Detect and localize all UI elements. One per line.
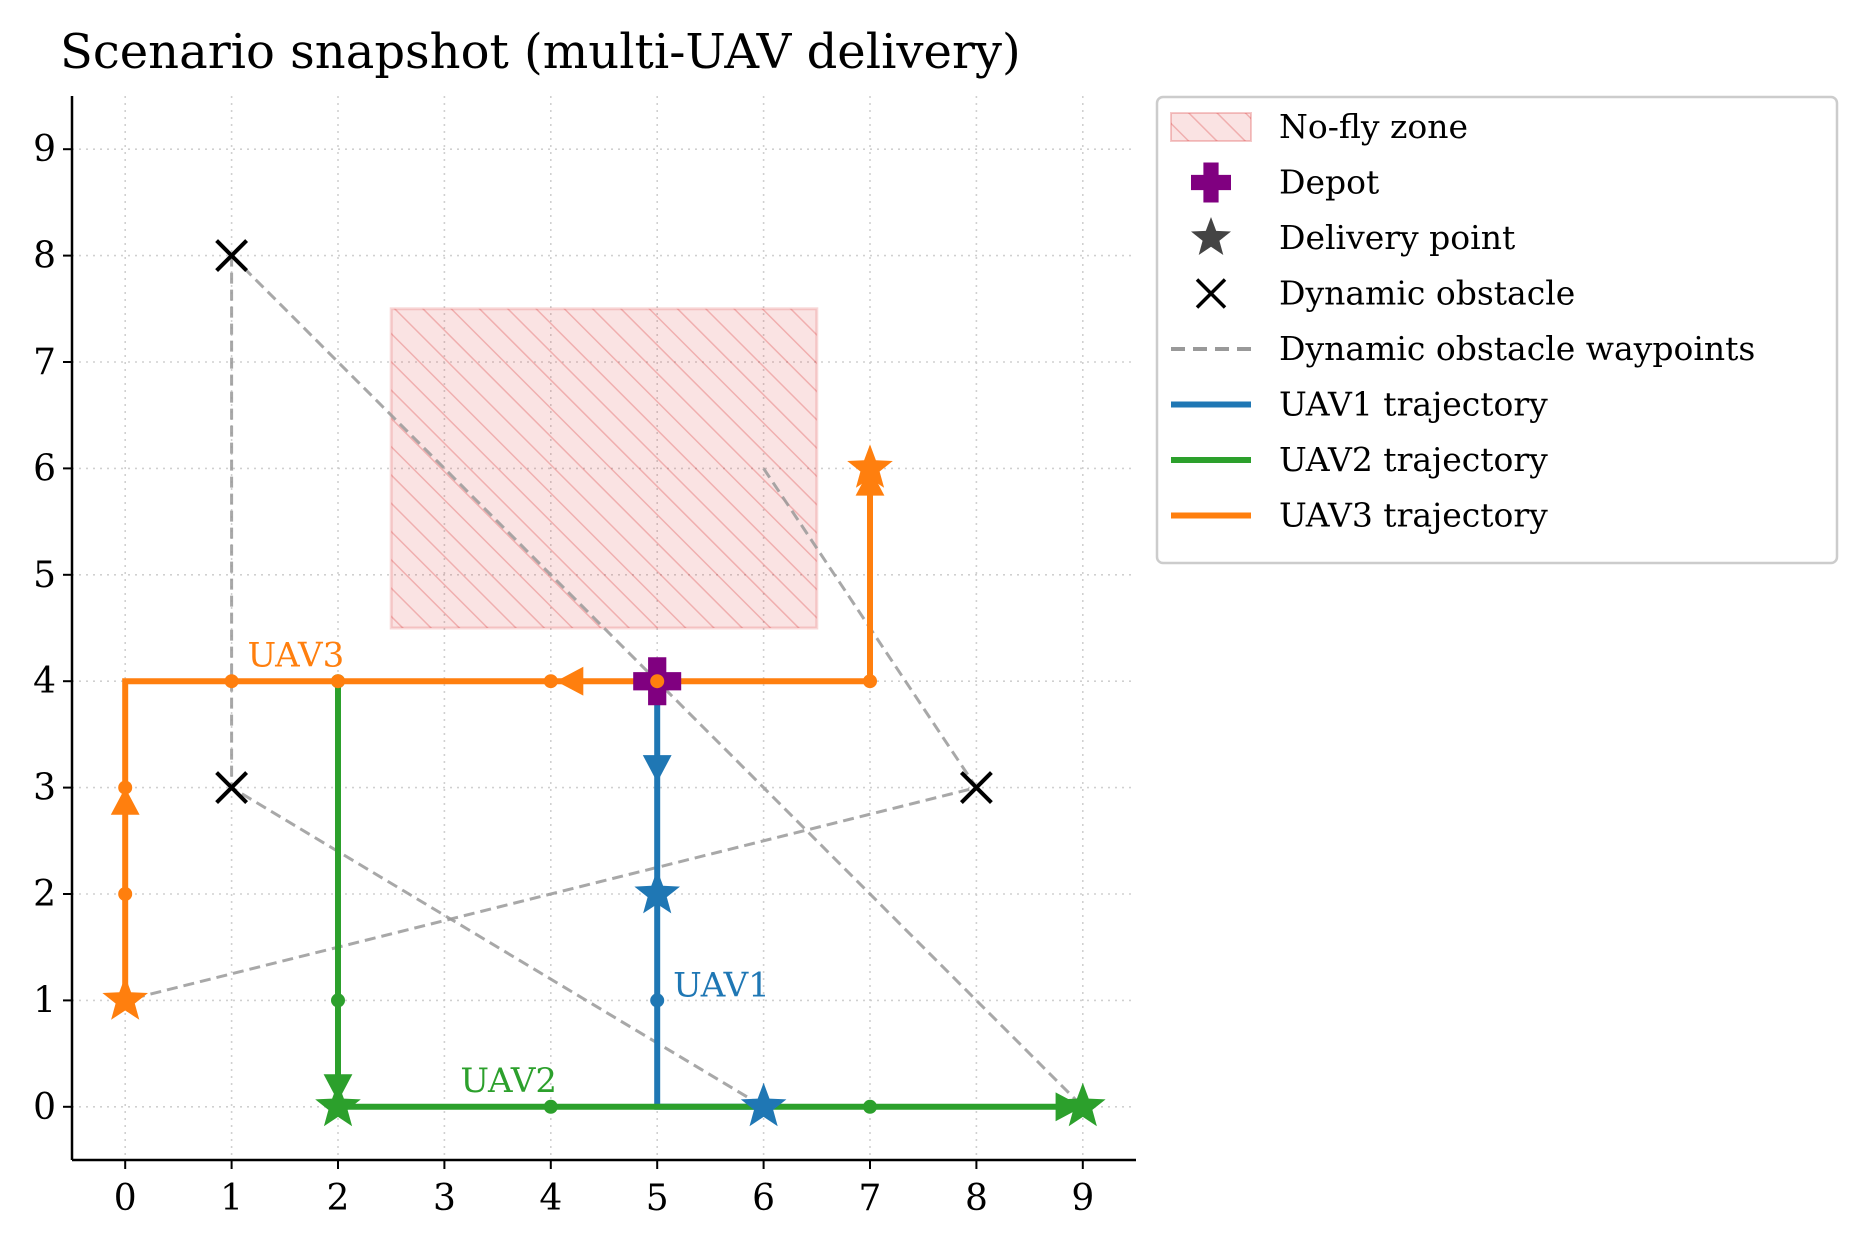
legend-box xyxy=(1155,95,1839,565)
x-tick-label: 3 xyxy=(433,1178,456,1219)
no-fly-zone xyxy=(389,307,819,630)
x-tick-label: 1 xyxy=(220,1178,243,1219)
uav1-delivery-star xyxy=(740,1082,787,1127)
y-tick-label: 7 xyxy=(33,342,56,383)
dynamic-obstacle-marker xyxy=(215,239,249,273)
uav1-label: UAV1 xyxy=(673,965,770,1005)
x-tick-label: 0 xyxy=(114,1178,137,1219)
uav1-direction-arrow xyxy=(642,755,672,783)
y-tick-label: 0 xyxy=(33,1087,56,1128)
uav3-delivery-star xyxy=(847,444,893,488)
uav3-direction-arrow xyxy=(556,666,584,696)
legend-dynamic-obstacle-swatch xyxy=(1195,278,1227,309)
y-tick-label: 4 xyxy=(33,661,56,702)
uav3-waypoint xyxy=(650,674,665,689)
x-tick-label: 7 xyxy=(859,1178,882,1219)
x-tick-label: 4 xyxy=(539,1178,562,1219)
y-tick-label: 3 xyxy=(33,768,56,809)
dynamic-obstacle-marker xyxy=(959,771,993,805)
uav3-waypoint xyxy=(331,674,345,689)
y-tick-label: 8 xyxy=(33,236,56,277)
dynamic-obstacle-marker xyxy=(215,771,249,805)
uav3-direction-arrow xyxy=(110,787,140,815)
uav3-waypoint xyxy=(118,887,133,901)
uav3-waypoint xyxy=(863,674,877,689)
uav3-direction-arrow xyxy=(855,468,885,496)
y-tick-label: 2 xyxy=(33,874,56,915)
x-tick-label: 9 xyxy=(1071,1178,1094,1219)
uav3-waypoint xyxy=(543,674,558,689)
legend-delivery-point-label: Delivery point xyxy=(1279,218,1515,257)
uav2-waypoint xyxy=(863,1099,877,1114)
legend-uav1-trajectory-label: UAV1 trajectory xyxy=(1279,385,1548,424)
uav3-delivery-star xyxy=(102,976,148,1020)
legend-uav3-trajectory-label: UAV3 trajectory xyxy=(1279,496,1548,535)
uav3-waypoint xyxy=(224,674,239,689)
legend: No-fly zone Depot Delivery point Dynamic ob… xyxy=(1155,95,1839,565)
uav2-delivery-star xyxy=(315,1082,361,1127)
uav3-trajectory xyxy=(122,468,873,1001)
legend-dynamic-obstacle-waypoints-label: Dynamic obstacle waypoints xyxy=(1279,329,1755,368)
uav3-label: UAV3 xyxy=(248,636,345,676)
legend-no-fly-zone-swatch xyxy=(1170,112,1252,142)
uav2-waypoint xyxy=(331,993,345,1008)
legend-dynamic-obstacle-label: Dynamic obstacle xyxy=(1279,274,1575,313)
no-fly-zone-layer xyxy=(389,307,819,630)
y-tick-label: 5 xyxy=(33,555,56,596)
x-tick-label: 5 xyxy=(646,1178,669,1219)
chart-title: Scenario snapshot (multi-UAV delivery) xyxy=(60,24,1021,80)
legend-depot-swatch xyxy=(1191,162,1231,203)
y-tick-label: 1 xyxy=(33,980,56,1021)
x-tick-label: 8 xyxy=(965,1178,988,1219)
chart-markers: UAV1 UAV2 UAV3 xyxy=(102,239,1106,1127)
legend-uav2-trajectory-label: UAV2 trajectory xyxy=(1279,440,1548,479)
legend-no-fly-zone-label: No-fly zone xyxy=(1279,107,1468,146)
x-tick-label: 2 xyxy=(327,1178,350,1219)
uav2-delivery-star xyxy=(1060,1082,1106,1127)
x-tick-label: 6 xyxy=(752,1178,775,1219)
legend-delivery-point-swatch xyxy=(1191,217,1231,255)
y-tick-label: 9 xyxy=(33,129,56,170)
axes: 0 1 2 3 4 5 6 7 8 9 0 1 2 3 4 5 6 7 8 9 xyxy=(33,96,1136,1219)
uav1-delivery-star xyxy=(634,870,680,914)
legend-depot-label: Depot xyxy=(1279,163,1379,202)
uav2-label: UAV2 xyxy=(460,1061,557,1101)
y-tick-label: 6 xyxy=(33,448,56,489)
uav2-waypoint xyxy=(543,1099,558,1114)
uav1-waypoint xyxy=(650,993,665,1008)
